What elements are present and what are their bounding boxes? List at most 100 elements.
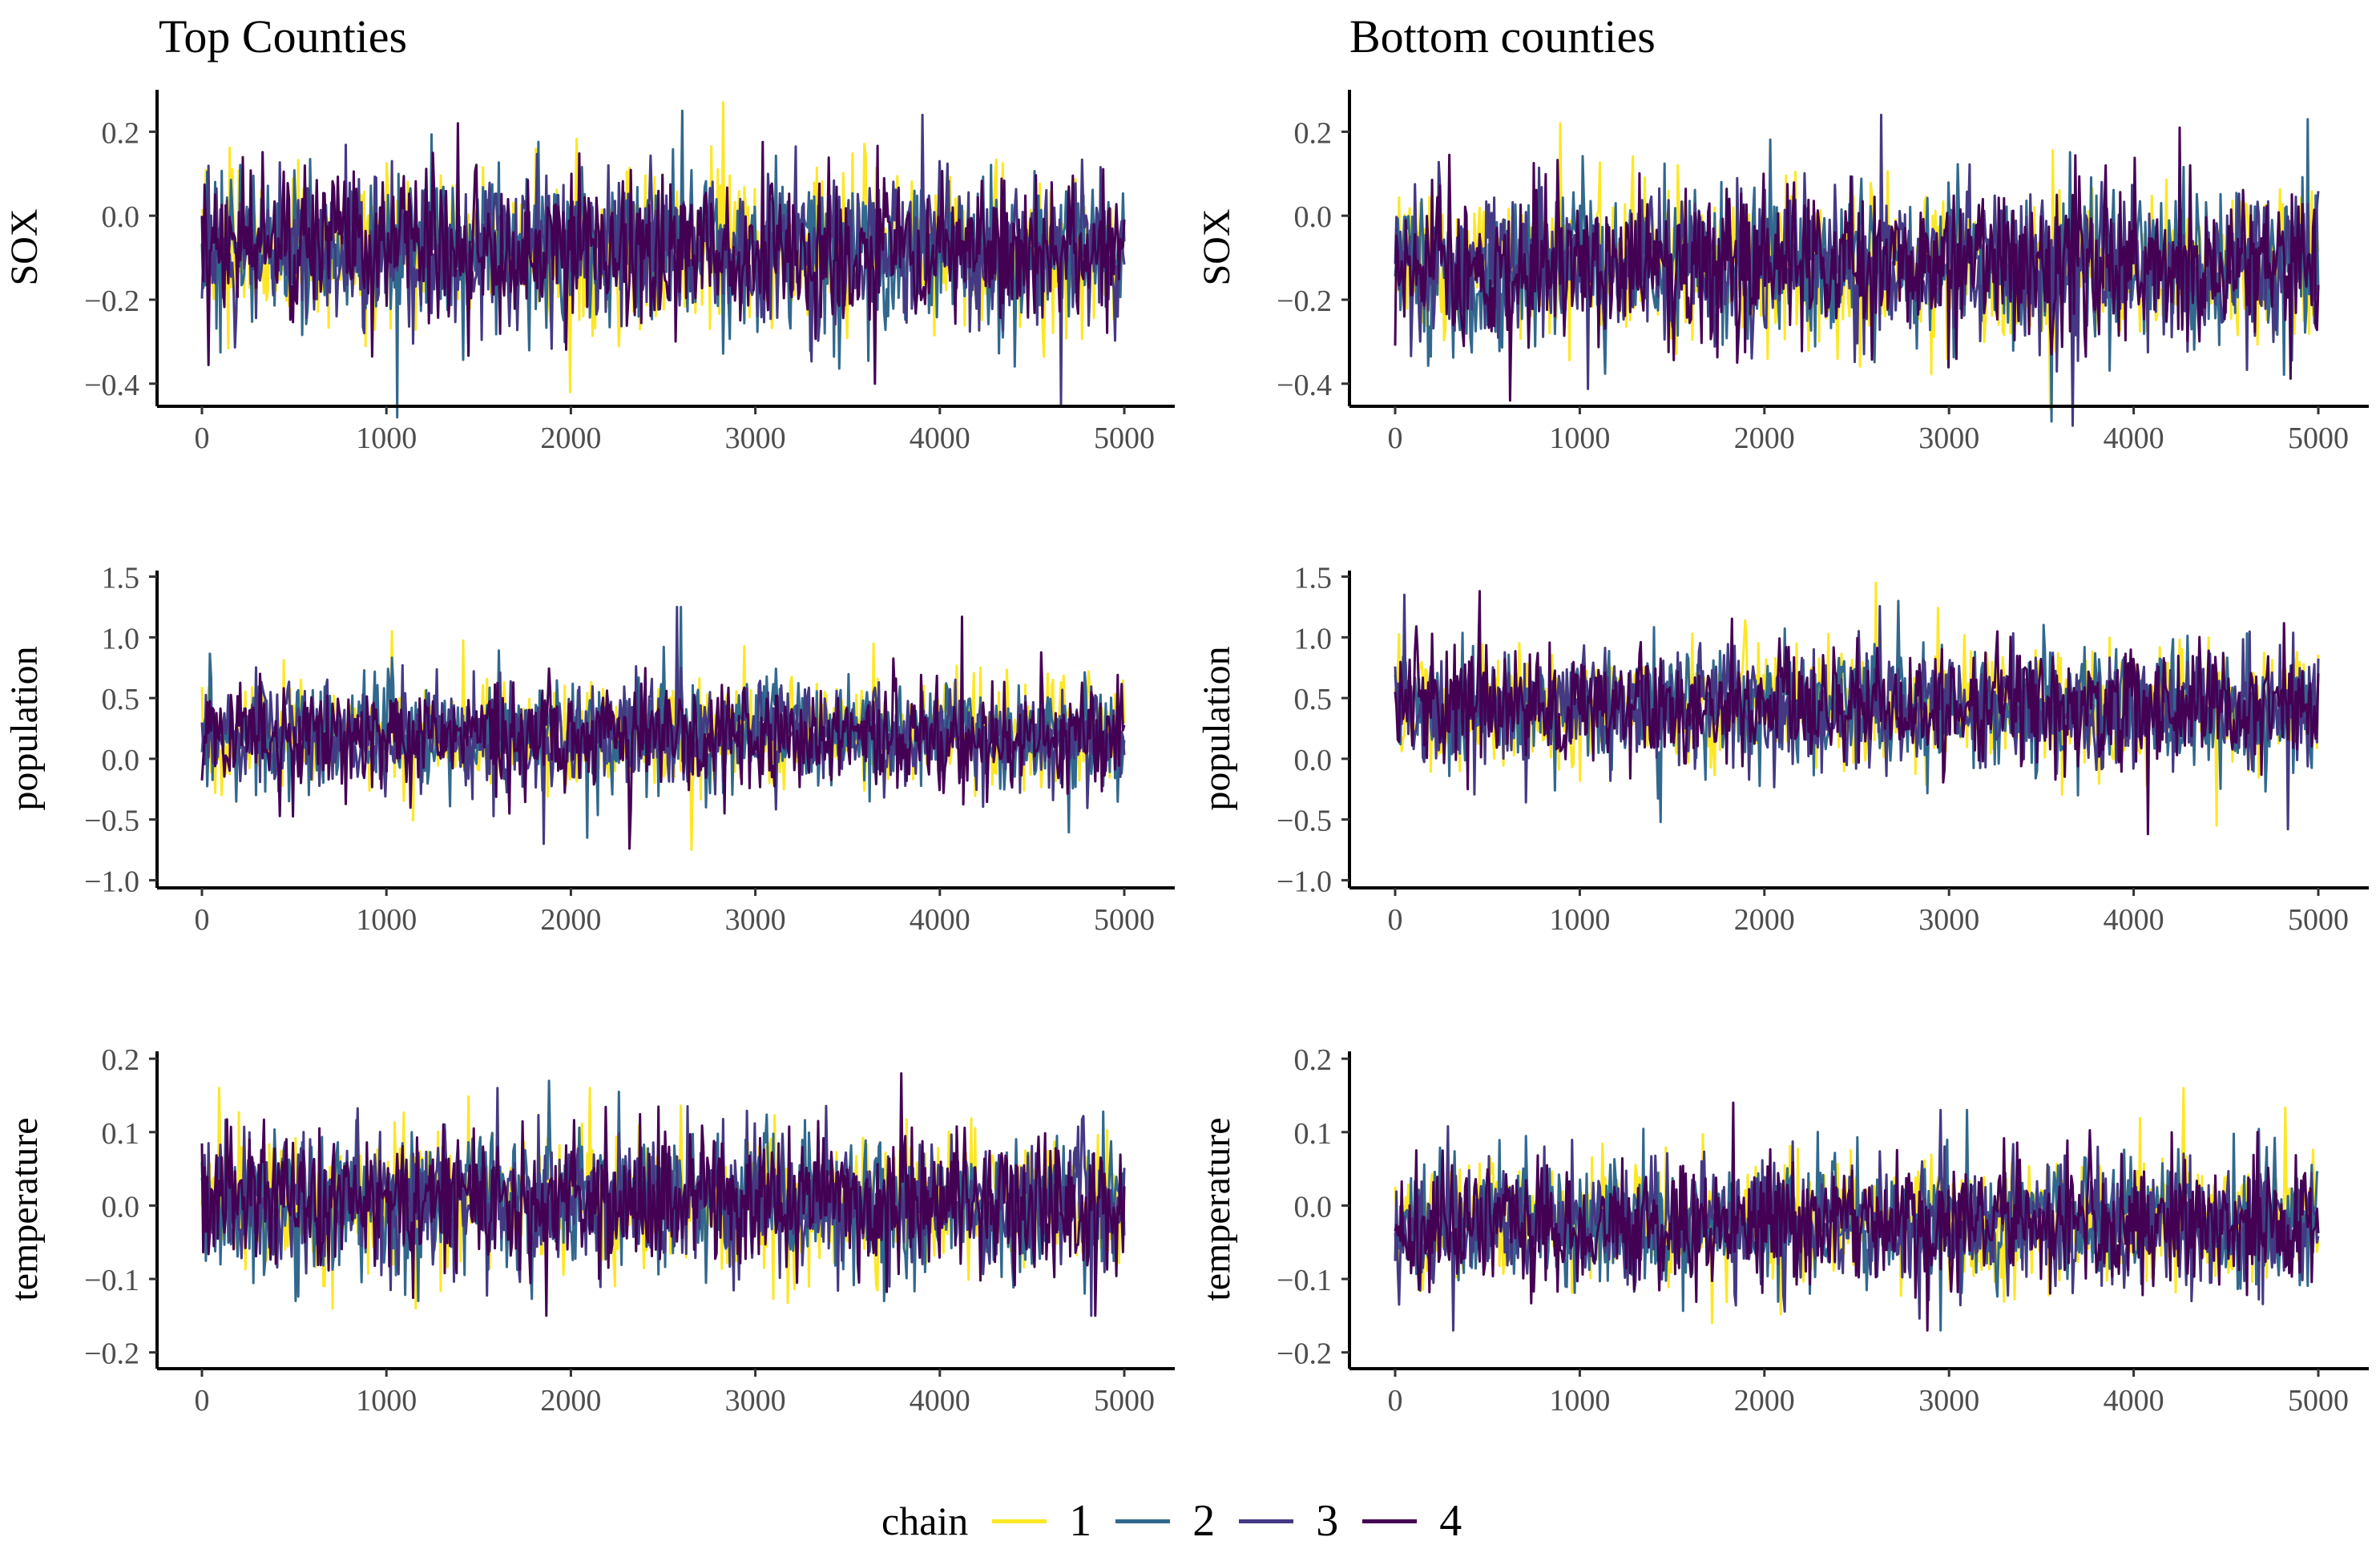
- x-tick-label: 5000: [1094, 903, 1155, 937]
- x-tick-label: 3000: [1918, 903, 1979, 937]
- x-tick-label: 4000: [910, 1384, 970, 1418]
- y-tick-label: 0.1: [1294, 1117, 1333, 1151]
- x-tick-label: 1000: [356, 1384, 417, 1418]
- y-tick-label: −0.5: [1277, 805, 1332, 838]
- x-tick-label: 1000: [356, 422, 417, 455]
- y-tick-label: 0.5: [1294, 683, 1333, 716]
- y-tick-label: 0.2: [1294, 116, 1333, 150]
- legend-key-chain-2: [1115, 1519, 1171, 1523]
- trace-line-chain-4: [1394, 1101, 2320, 1332]
- trace-line-chain-4: [200, 122, 1126, 385]
- panel-2: 0.2 0.0 −0.2 −0.4 0 1000 2000 3000 4000 5000 SOX: [1196, 90, 2369, 455]
- panel-1: 0.2 0.0 −0.2 −0.4 0 1000 2000 3000 4000 5000 SOX: [3, 90, 1175, 455]
- legend-label-chain-1: 1: [1069, 1496, 1092, 1546]
- legend-label-chain-3: 3: [1316, 1496, 1339, 1546]
- y-tick-label: −1.0: [1277, 865, 1332, 898]
- y-tick-label: 0.5: [102, 683, 140, 716]
- y-tick-label: 0.0: [102, 744, 140, 777]
- legend-title: chain: [881, 1499, 969, 1543]
- y-axis-label: SOX: [1196, 208, 1238, 285]
- x-tick-label: 5000: [2288, 422, 2349, 455]
- x-tick-label: 2000: [540, 422, 601, 455]
- y-tick-label: −0.4: [84, 369, 139, 402]
- legend-label-chain-2: 2: [1192, 1496, 1216, 1546]
- y-tick-label: 1.5: [102, 562, 140, 595]
- x-tick-label: 4000: [2104, 1384, 2164, 1418]
- x-tick-label: 1000: [1549, 1384, 1610, 1418]
- y-axis-label: temperature: [3, 1117, 46, 1301]
- x-tick-label: 1000: [356, 903, 417, 937]
- y-tick-label: 0.0: [1294, 744, 1333, 777]
- y-axis-label: SOX: [3, 208, 46, 285]
- y-tick-label: 0.2: [102, 116, 140, 150]
- x-tick-label: 4000: [2104, 422, 2164, 455]
- y-tick-label: 1.0: [102, 622, 140, 655]
- x-tick-label: 2000: [1734, 1384, 1795, 1418]
- x-tick-label: 5000: [1094, 1384, 1155, 1418]
- title-bottom-counties: Bottom counties: [1349, 10, 1656, 63]
- x-tick-label: 3000: [725, 1384, 786, 1418]
- y-tick-label: 0.0: [1294, 200, 1333, 234]
- x-tick-label: 4000: [910, 903, 970, 937]
- y-tick-label: 0.0: [102, 1190, 140, 1224]
- y-tick-label: −0.2: [1277, 1337, 1332, 1371]
- x-tick-label: 3000: [1918, 1384, 1979, 1418]
- y-tick-label: −0.4: [1277, 369, 1332, 402]
- legend: chain 1 2 3 4: [881, 1489, 1486, 1553]
- x-tick-label: 2000: [540, 903, 601, 937]
- x-tick-label: 3000: [1918, 422, 1979, 455]
- x-tick-label: 5000: [1094, 422, 1155, 455]
- legend-key-chain-4: [1362, 1519, 1418, 1523]
- y-tick-label: 0.0: [102, 200, 140, 234]
- x-tick-label: 0: [195, 422, 210, 455]
- y-tick-label: −0.1: [84, 1264, 139, 1297]
- x-tick-label: 0: [195, 1384, 210, 1418]
- legend-item-chain-4: 4: [1362, 1495, 1462, 1547]
- x-tick-label: 0: [1388, 903, 1403, 937]
- x-tick-label: 4000: [910, 422, 970, 455]
- x-tick-label: 1000: [1549, 422, 1610, 455]
- legend-item-chain-1: 1: [992, 1495, 1091, 1547]
- panel-5: 0.2 0.1 0.0 −0.1 −0.2 0 1000 2000 3000 4000 5000 te…: [3, 1043, 1175, 1418]
- x-tick-label: 1000: [1549, 903, 1610, 937]
- panel-4: 1.5 1.0 0.5 0.0 −0.5 −1.0 0 1000 2000 3000 4000 500…: [1196, 562, 2369, 937]
- y-axis-label: population: [3, 646, 46, 810]
- x-tick-label: 2000: [1734, 422, 1795, 455]
- y-tick-label: −0.2: [1277, 284, 1332, 318]
- x-tick-label: 5000: [2288, 1384, 2349, 1418]
- y-tick-label: −0.2: [84, 284, 139, 318]
- x-tick-label: 2000: [540, 1384, 601, 1418]
- y-tick-label: 0.0: [1294, 1190, 1333, 1224]
- x-tick-label: 0: [195, 903, 210, 937]
- y-axis-label: temperature: [1196, 1117, 1238, 1301]
- x-tick-label: 3000: [725, 422, 786, 455]
- y-tick-label: −0.2: [84, 1337, 139, 1371]
- trace-line-chain-4: [200, 615, 1126, 850]
- x-tick-label: 4000: [2104, 903, 2164, 937]
- y-tick-label: 0.2: [102, 1043, 140, 1077]
- x-tick-label: 0: [1388, 422, 1403, 455]
- x-tick-label: 5000: [2288, 903, 2349, 937]
- legend-key-chain-1: [992, 1519, 1047, 1523]
- y-tick-label: −0.5: [84, 805, 139, 838]
- legend-item-chain-2: 2: [1115, 1495, 1215, 1547]
- y-tick-label: −0.1: [1277, 1264, 1332, 1297]
- y-tick-label: 0.1: [102, 1117, 140, 1151]
- y-tick-label: −1.0: [84, 865, 139, 898]
- trace-line-chain-4: [200, 1072, 1126, 1317]
- panel-3: 1.5 1.0 0.5 0.0 −0.5 −1.0 0 1000 2000 3000 4000 500…: [3, 562, 1175, 937]
- y-axis-label: population: [1196, 646, 1238, 810]
- legend-item-chain-3: 3: [1239, 1495, 1338, 1547]
- legend-label-chain-4: 4: [1439, 1496, 1462, 1546]
- x-tick-label: 2000: [1734, 903, 1795, 937]
- y-tick-label: 1.0: [1294, 622, 1333, 655]
- trace-line-chain-4: [1394, 590, 2320, 836]
- trace-line-chain-4: [1394, 126, 2320, 402]
- y-tick-label: 0.2: [1294, 1043, 1333, 1077]
- panel-6: 0.2 0.1 0.0 −0.1 −0.2 0 1000 2000 3000 4000 5000 te…: [1196, 1043, 2369, 1418]
- x-tick-label: 3000: [725, 903, 786, 937]
- x-tick-label: 0: [1388, 1384, 1403, 1418]
- y-tick-label: 1.5: [1294, 562, 1333, 595]
- title-top-counties: Top Counties: [159, 10, 408, 63]
